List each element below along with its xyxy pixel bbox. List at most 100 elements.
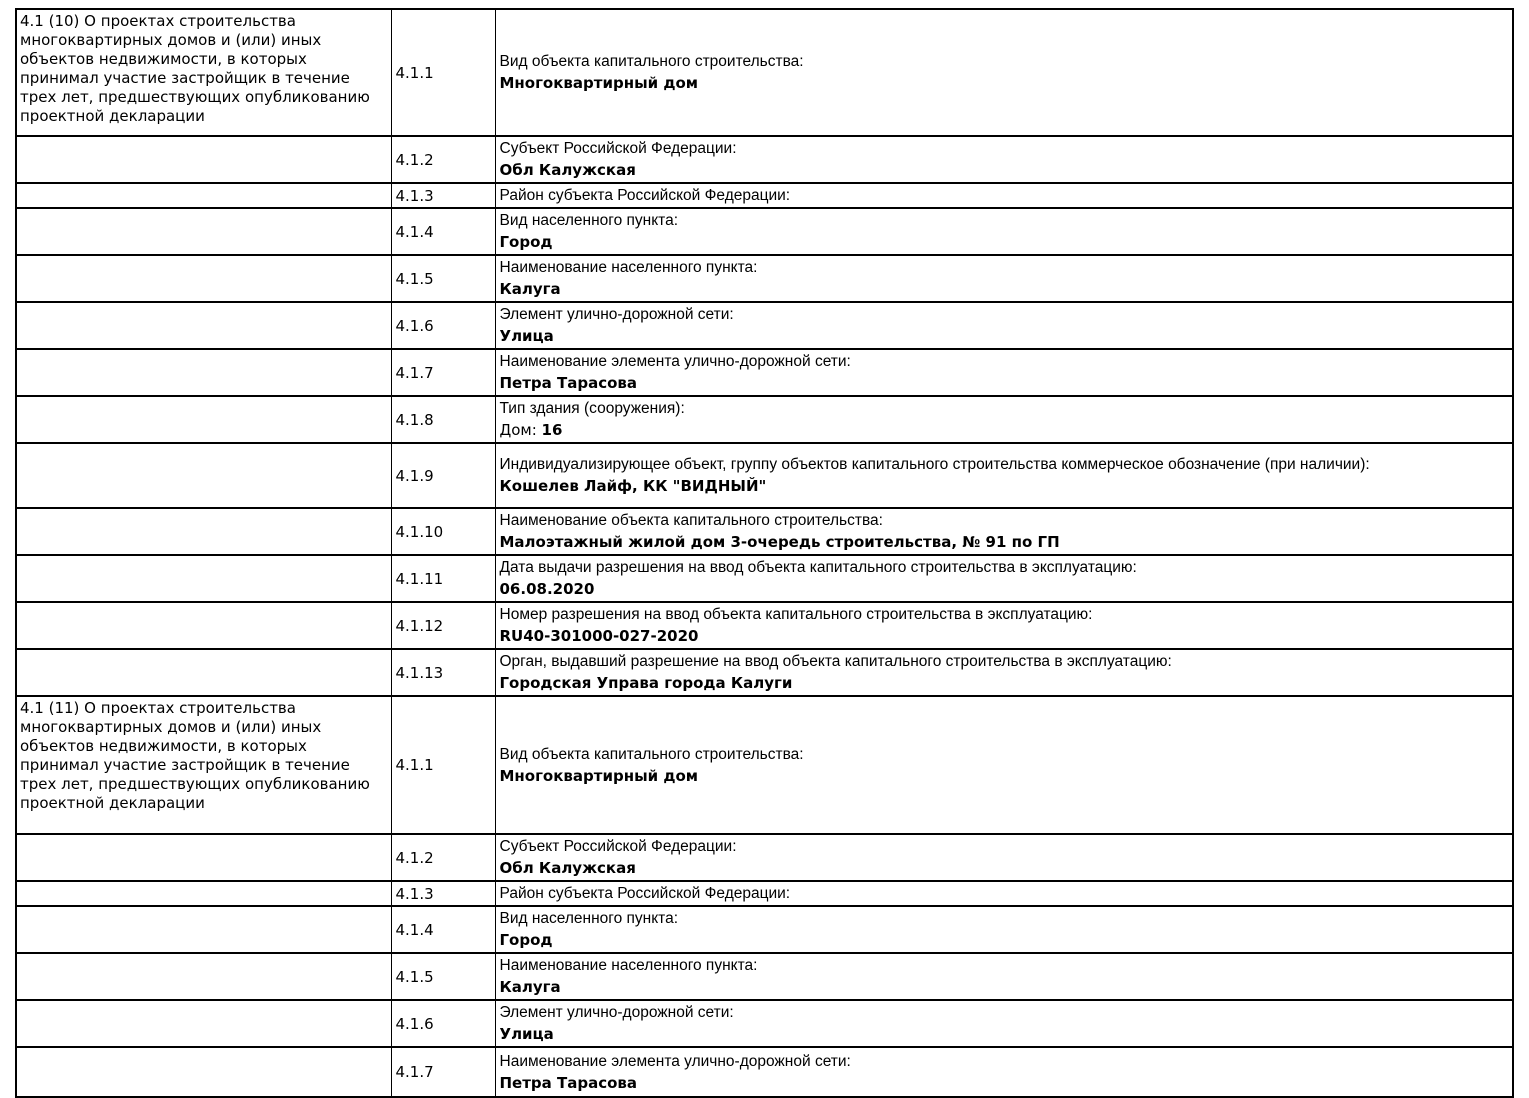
table-row: 4.1.8 Тип здания (сооружения): Дом: 16	[15, 395, 1514, 444]
row-number: 4.1.2	[390, 135, 496, 184]
field-value: Кошелев Лайф, КК "ВИДНЫЙ"	[499, 477, 767, 495]
section-cell-empty	[15, 442, 392, 509]
field-label: Наименование элемента улично-дорожной се…	[499, 353, 851, 370]
row-number: 4.1.3	[390, 182, 496, 209]
row-number: 4.1.13	[390, 648, 496, 697]
section-title: 4.1 (10) О проектах строительства многок…	[15, 8, 392, 137]
field-value-line: Калуга	[500, 976, 1509, 998]
table-row: 4.1 (10) О проектах строительства многок…	[15, 8, 1514, 137]
table-row: 4.1.5 Наименование населенного пункта: К…	[15, 254, 1514, 303]
field-label: Вид объекта капитального строительства:	[499, 745, 804, 763]
row-number: 4.1.3	[390, 880, 496, 907]
field-value-line: Петра Тарасова	[500, 372, 1509, 394]
field-cell: Индивидуализирующее объект, группу объек…	[494, 442, 1514, 509]
field-label: Элемент улично-дорожной сети:	[499, 1004, 734, 1021]
row-number: 4.1.6	[390, 301, 496, 350]
field-cell: Наименование населенного пункта: Калуга	[494, 254, 1514, 303]
field-value-line: Город	[500, 929, 1509, 951]
field-value-line: Обл Калужская	[500, 159, 1509, 181]
field-label: Субъект Российской Федерации:	[499, 140, 737, 157]
field-cell: Элемент улично-дорожной сети: Улица	[494, 301, 1514, 350]
row-number: 4.1.1	[390, 695, 496, 835]
field-cell: Вид населенного пункта: Город	[494, 207, 1514, 256]
table-row: 4.1.3 Район субъекта Российской Федераци…	[15, 880, 1514, 907]
field-label: Наименование населенного пункта:	[499, 957, 758, 974]
table-row: 4.1.3 Район субъекта Российской Федераци…	[15, 182, 1514, 209]
field-value: Многоквартирный дом	[499, 766, 699, 785]
field-value: Петра Тарасова	[499, 374, 638, 392]
row-number: 4.1.5	[390, 254, 496, 303]
row-number: 4.1.9	[390, 442, 496, 509]
field-value: Малоэтажный жилой дом 3-очередь строител…	[499, 533, 1060, 551]
field-label: Наименование элемента улично-дорожной се…	[499, 1052, 851, 1070]
field-cell: Орган, выдавший разрешение на ввод объек…	[494, 648, 1514, 697]
field-value-line: Петра Тарасова	[500, 1072, 1509, 1094]
section-cell-empty	[15, 135, 392, 184]
row-number: 4.1.5	[390, 952, 496, 1001]
table-row: 4.1.4 Вид населенного пункта: Город	[15, 905, 1514, 954]
table-row: 4.1.10 Наименование объекта капитального…	[15, 507, 1514, 556]
field-cell: Район субъекта Российской Федерации:	[494, 880, 1514, 907]
row-number: 4.1.1	[390, 8, 496, 137]
row-number: 4.1.10	[390, 507, 496, 556]
field-value-prefix: Дом:	[499, 421, 542, 439]
table-row: 4.1.13 Орган, выдавший разрешение на вво…	[15, 648, 1514, 697]
field-value: 06.08.2020	[499, 580, 595, 598]
row-number: 4.1.7	[390, 348, 496, 397]
field-cell: Наименование объекта капитального строит…	[494, 507, 1514, 556]
section-cell-empty	[15, 301, 392, 350]
section-cell-empty	[15, 601, 392, 650]
field-label: Орган, выдавший разрешение на ввод объек…	[499, 653, 1172, 670]
field-cell: Тип здания (сооружения): Дом: 16	[494, 395, 1514, 444]
row-number: 4.1.12	[390, 601, 496, 650]
field-label: Индивидуализирующее объект, группу объек…	[499, 456, 1370, 473]
field-cell: Наименование элемента улично-дорожной се…	[494, 1046, 1514, 1098]
section-cell-empty	[15, 905, 392, 954]
field-value-line: Обл Калужская	[500, 857, 1509, 879]
section-cell-empty	[15, 182, 392, 209]
table-row: 4.1.7 Наименование элемента улично-дорож…	[15, 348, 1514, 397]
field-cell: Номер разрешения на ввод объекта капитал…	[494, 601, 1514, 650]
field-cell: Вид объекта капитального строительства: …	[494, 695, 1514, 835]
field-value: Обл Калужская	[499, 161, 636, 179]
field-label: Район субъекта Российской Федерации:	[499, 187, 791, 204]
table-row: 4.1.7 Наименование элемента улично-дорож…	[15, 1046, 1514, 1098]
field-value: Петра Тарасова	[499, 1073, 638, 1092]
field-cell: Вид населенного пункта: Город	[494, 905, 1514, 954]
row-number: 4.1.6	[390, 999, 496, 1048]
field-cell: Субъект Российской Федерации: Обл Калужс…	[494, 135, 1514, 184]
field-value-line: RU40-301000-027-2020	[500, 625, 1509, 647]
field-cell: Элемент улично-дорожной сети: Улица	[494, 999, 1514, 1048]
table-row: 4.1.2 Субъект Российской Федерации: Обл …	[15, 135, 1514, 184]
field-label: Наименование объекта капитального строит…	[499, 512, 883, 529]
section-cell-empty	[15, 554, 392, 603]
table-row: 4.1.9 Индивидуализирующее объект, группу…	[15, 442, 1514, 509]
section-cell-empty	[15, 1046, 392, 1098]
field-value-line: Кошелев Лайф, КК "ВИДНЫЙ"	[500, 475, 1509, 497]
row-number: 4.1.8	[390, 395, 496, 444]
field-value: Калуга	[499, 978, 561, 996]
field-value: Городская Управа города Калуги	[499, 674, 793, 692]
table-row: 4.1 (11) О проектах строительства многок…	[15, 695, 1514, 835]
field-value: 16	[541, 421, 563, 439]
section-cell-empty	[15, 507, 392, 556]
field-value-line: Город	[500, 231, 1509, 253]
field-value: Город	[499, 233, 553, 251]
field-value: Улица	[499, 327, 554, 345]
field-cell: Наименование населенного пункта: Калуга	[494, 952, 1514, 1001]
section-cell-empty	[15, 254, 392, 303]
field-cell: Субъект Российской Федерации: Обл Калужс…	[494, 833, 1514, 882]
field-label: Вид населенного пункта:	[499, 910, 679, 927]
field-value-line: Малоэтажный жилой дом 3-очередь строител…	[500, 531, 1509, 553]
project-declaration-table: 4.1 (10) О проектах строительства многок…	[15, 8, 1514, 1098]
field-cell: Дата выдачи разрешения на ввод объекта к…	[494, 554, 1514, 603]
row-number: 4.1.4	[390, 905, 496, 954]
field-value-line: Калуга	[500, 278, 1509, 300]
field-value: Улица	[499, 1025, 554, 1043]
field-value-line: Многоквартирный дом	[500, 765, 1509, 787]
field-cell: Наименование элемента улично-дорожной се…	[494, 348, 1514, 397]
table-row: 4.1.6 Элемент улично-дорожной сети: Улиц…	[15, 999, 1514, 1048]
field-value: Калуга	[499, 280, 561, 298]
table-row: 4.1.2 Субъект Российской Федерации: Обл …	[15, 833, 1514, 882]
